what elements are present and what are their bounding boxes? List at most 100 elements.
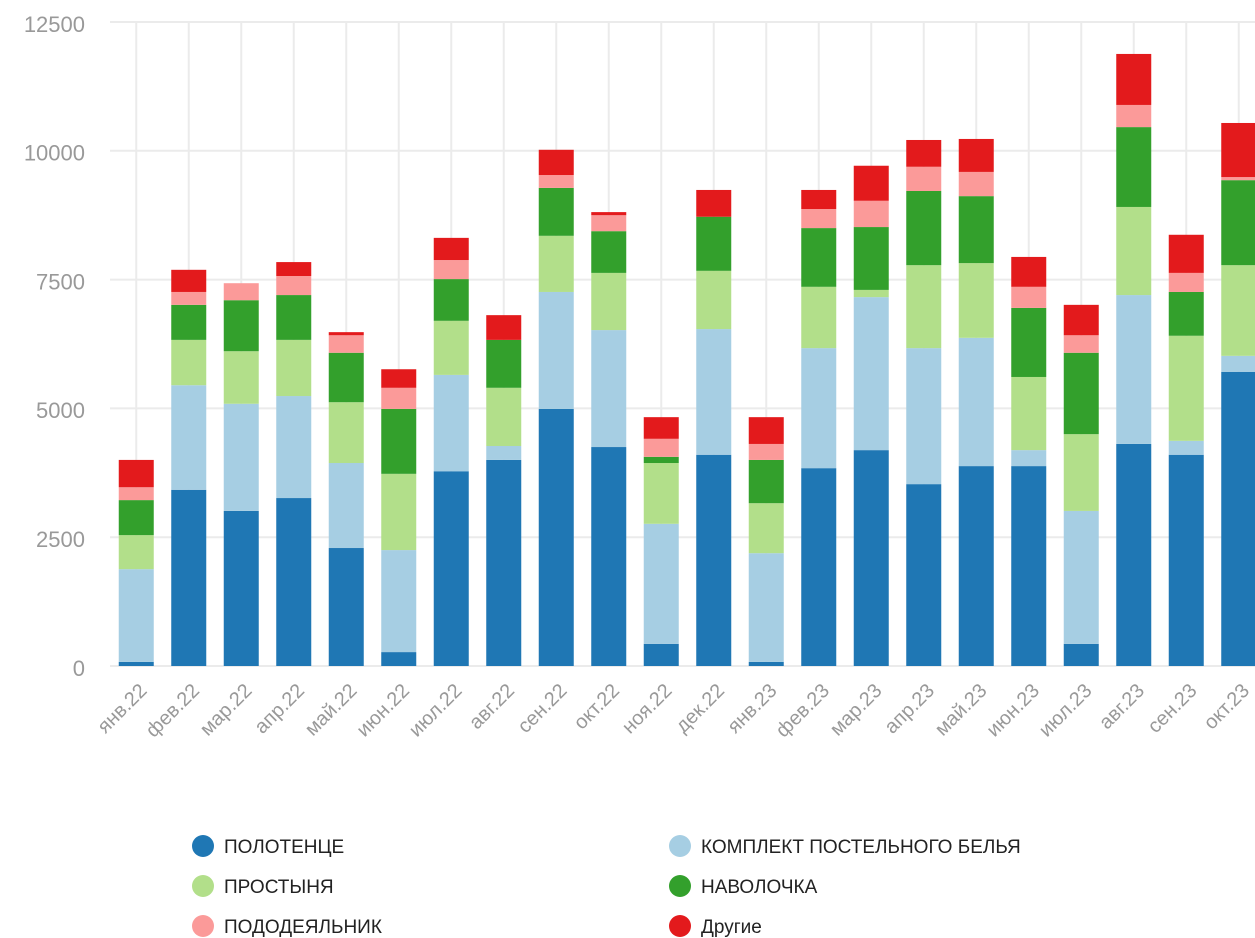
bar-segment bbox=[328, 335, 364, 353]
bar-segment bbox=[591, 231, 627, 273]
bar-segment bbox=[433, 237, 469, 261]
x-tick-label: сен.23 bbox=[1144, 680, 1202, 738]
x-tick-label: май.23 bbox=[931, 680, 992, 741]
bar-segment bbox=[1168, 272, 1204, 292]
x-tick-label: июл.22 bbox=[405, 680, 467, 742]
bar-segment bbox=[958, 466, 994, 666]
bar-segment bbox=[696, 270, 732, 330]
bar-segment bbox=[276, 339, 312, 397]
bar-segment bbox=[1168, 291, 1204, 336]
bar-segment bbox=[538, 175, 574, 188]
bar-segment bbox=[801, 348, 837, 469]
bar-segment bbox=[538, 408, 574, 666]
bar-segment bbox=[118, 500, 154, 536]
legend-label: Другие bbox=[701, 917, 762, 938]
legend-marker bbox=[192, 835, 214, 857]
bar-segment bbox=[328, 548, 364, 666]
bar-segment bbox=[643, 643, 679, 666]
legend-marker bbox=[192, 875, 214, 897]
bar-segment bbox=[906, 190, 942, 266]
bar-segment bbox=[1221, 180, 1255, 266]
bar-segment bbox=[643, 463, 679, 524]
bar-segment bbox=[276, 498, 312, 666]
bar-segment bbox=[381, 369, 417, 388]
bar-segment bbox=[643, 417, 679, 439]
bar-segment bbox=[748, 443, 784, 460]
bar-segment bbox=[118, 459, 154, 488]
bar-segment bbox=[906, 484, 942, 666]
bar-segment bbox=[118, 661, 154, 666]
bar-segment bbox=[1221, 371, 1255, 666]
bar-segment bbox=[433, 320, 469, 375]
bar-segment bbox=[801, 286, 837, 349]
y-tick-label: 12500 bbox=[24, 12, 85, 37]
x-tick-label: фев.23 bbox=[772, 680, 834, 742]
bar-segment bbox=[118, 487, 154, 501]
x-tick-label: фев.22 bbox=[142, 680, 204, 742]
x-tick-label: янв.23 bbox=[723, 680, 781, 738]
bar-segment bbox=[1221, 265, 1255, 356]
bar-segment bbox=[171, 291, 207, 305]
legend-label: ПОЛОТЕНЦЕ bbox=[224, 837, 344, 858]
bar-segment bbox=[1221, 122, 1255, 178]
bar-segment bbox=[486, 339, 522, 388]
bar-segment bbox=[118, 535, 154, 570]
bar-segment bbox=[328, 352, 364, 403]
bar-segment bbox=[958, 337, 994, 467]
bar-segment bbox=[486, 387, 522, 447]
bar-segment bbox=[1011, 450, 1047, 467]
bar-segment bbox=[381, 387, 417, 409]
bar-segment bbox=[1116, 53, 1152, 105]
bar-segment bbox=[276, 396, 312, 499]
bar-segment bbox=[748, 553, 784, 662]
bar-segment bbox=[906, 348, 942, 485]
bar-segment bbox=[1063, 352, 1099, 435]
x-tick-label: окт.22 bbox=[570, 680, 624, 734]
y-tick-label: 10000 bbox=[24, 141, 85, 166]
bar-segment bbox=[643, 456, 679, 464]
x-tick-label: июн.23 bbox=[982, 680, 1044, 742]
bar-segment bbox=[223, 510, 259, 666]
bar-segment bbox=[591, 330, 627, 448]
bar-segment bbox=[171, 339, 207, 386]
x-tick-label: авг.22 bbox=[465, 680, 519, 734]
legend-marker bbox=[669, 915, 691, 937]
bar-segment bbox=[381, 550, 417, 653]
bar-segment bbox=[433, 374, 469, 472]
bar-segment bbox=[1011, 256, 1047, 287]
bar-segment bbox=[486, 459, 522, 666]
bar-segment bbox=[223, 283, 259, 301]
bar-segment bbox=[853, 450, 889, 666]
bar-segment bbox=[591, 272, 627, 331]
bar-segment bbox=[801, 209, 837, 229]
legend-marker bbox=[669, 875, 691, 897]
bar-segment bbox=[591, 215, 627, 232]
x-tick-label: мар.22 bbox=[196, 680, 257, 741]
bar-segment bbox=[958, 196, 994, 264]
y-tick-label: 5000 bbox=[36, 398, 85, 423]
bar-segment bbox=[381, 408, 417, 474]
bar-segment bbox=[1221, 355, 1255, 372]
bar-segment bbox=[328, 402, 364, 464]
bar-segment bbox=[1116, 206, 1152, 296]
x-tick-label: янв.22 bbox=[93, 680, 151, 738]
x-tick-label: авг.23 bbox=[1095, 680, 1149, 734]
bar-segment bbox=[696, 329, 732, 455]
bar-segment bbox=[1168, 454, 1204, 666]
bar-segment bbox=[433, 260, 469, 280]
x-tick-label: ноя.22 bbox=[618, 680, 677, 739]
bar-segment bbox=[591, 212, 627, 216]
bar-segment bbox=[538, 149, 574, 176]
bar-segment bbox=[958, 138, 994, 172]
legend-marker bbox=[669, 835, 691, 857]
bar-segment bbox=[853, 289, 889, 298]
y-tick-label: 0 bbox=[73, 656, 85, 681]
bar-segment bbox=[696, 189, 732, 217]
x-tick-label: июн.22 bbox=[352, 680, 414, 742]
bar-segment bbox=[696, 454, 732, 666]
x-tick-label: окт.23 bbox=[1200, 680, 1254, 734]
bar-segment bbox=[1063, 304, 1099, 336]
bar-segment bbox=[906, 139, 942, 167]
bar-segment bbox=[853, 227, 889, 290]
